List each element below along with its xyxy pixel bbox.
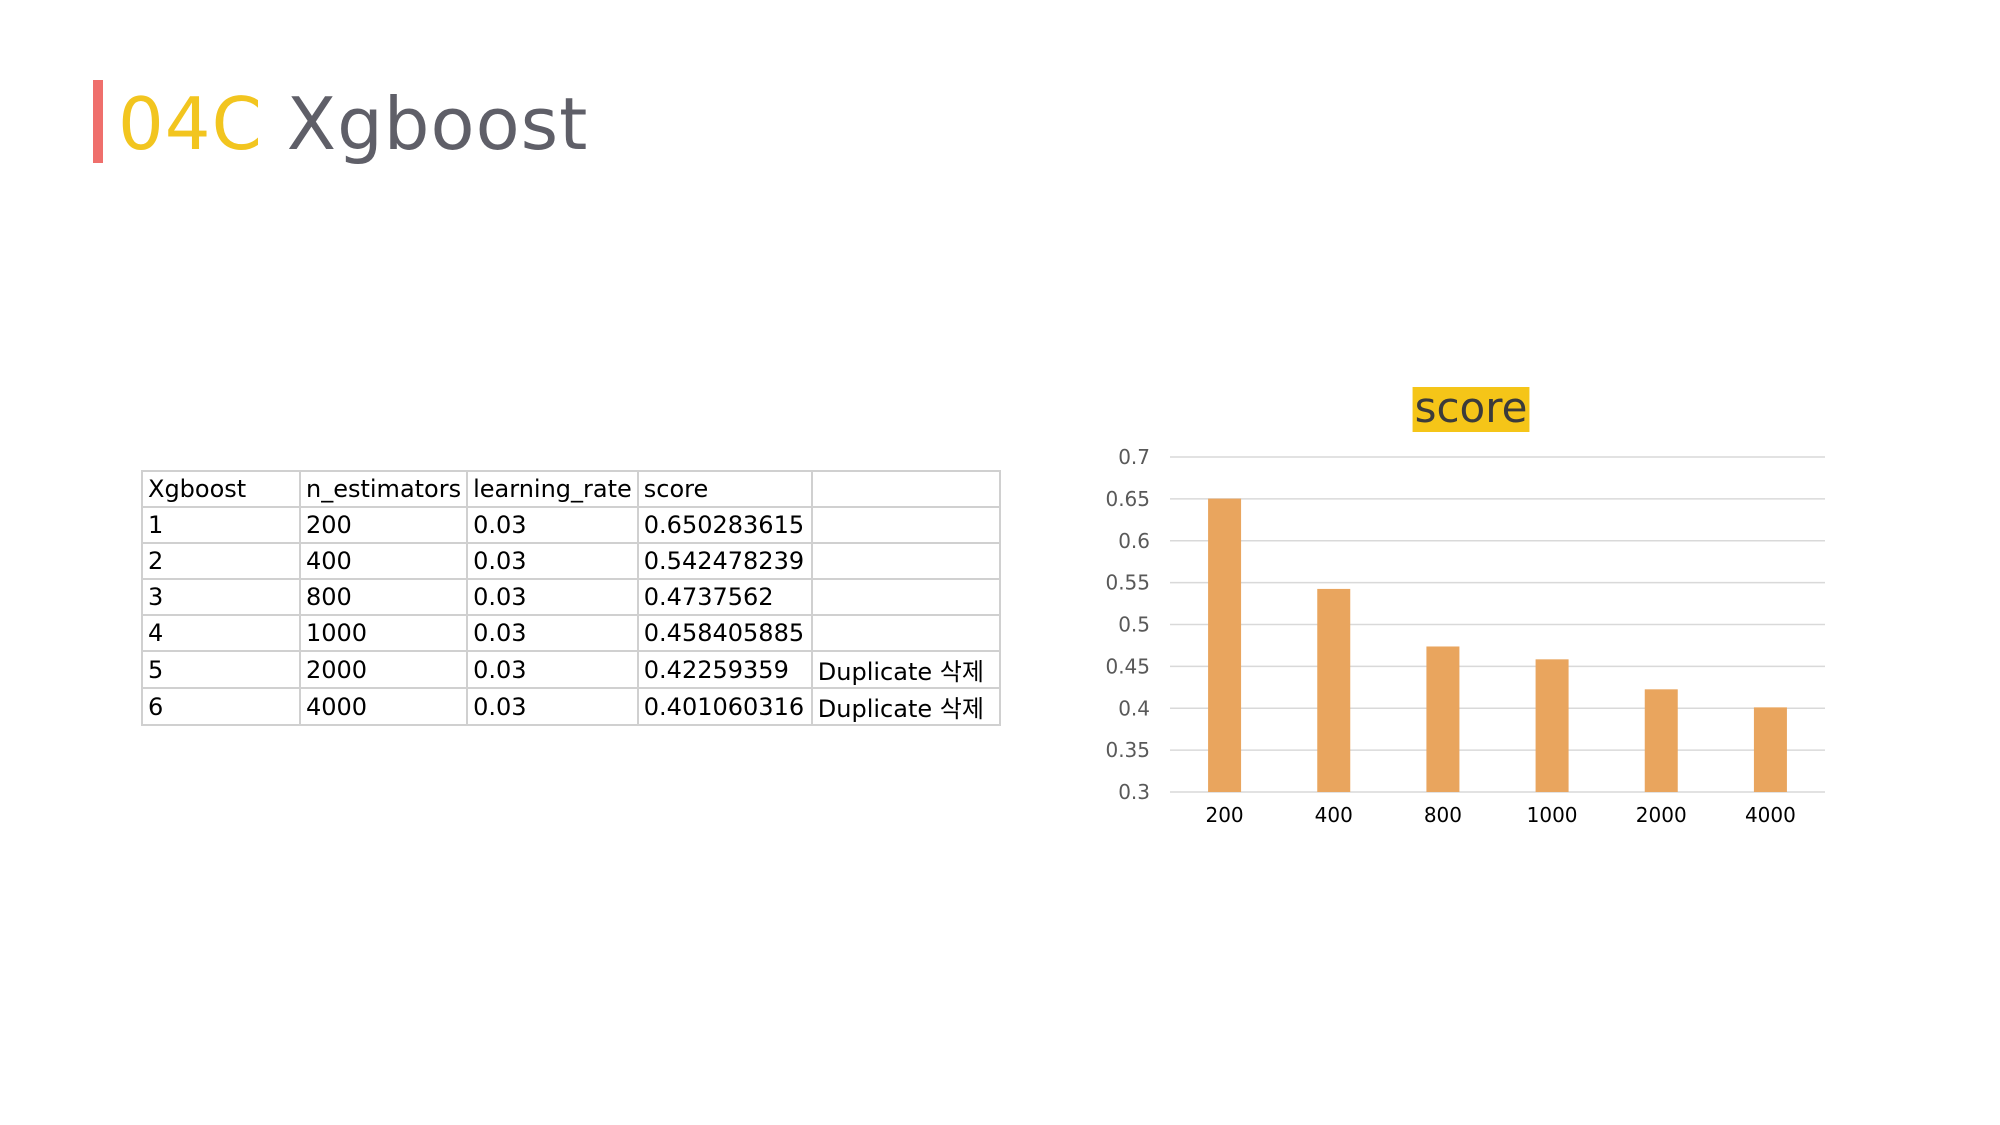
- table-cell: 0.03: [466, 614, 639, 652]
- x-tick-label: 4000: [1745, 803, 1796, 827]
- table-cell: 6: [141, 687, 301, 726]
- table-cell: 0.401060316: [636, 687, 813, 726]
- title-accent-bar: [93, 80, 103, 163]
- table-cell: 0.4737562: [636, 578, 813, 616]
- bar-1000: [1535, 659, 1569, 792]
- table-cell: 0.458405885: [636, 614, 813, 652]
- table-header-row: Xgboost n_estimators learning_rate score: [141, 470, 1001, 508]
- bar-200: [1208, 498, 1242, 792]
- x-tick-label: 2000: [1636, 803, 1687, 827]
- chart-title: score: [1415, 383, 1528, 432]
- y-tick-label: 0.4: [1118, 696, 1150, 720]
- table-cell: 200: [298, 506, 469, 544]
- table-cell: 0.03: [466, 578, 639, 616]
- table-row: 3 800 0.03 0.4737562: [141, 578, 1001, 616]
- table-header-cell: score: [636, 470, 813, 508]
- table-cell: 0.03: [466, 542, 639, 580]
- y-tick-label: 0.55: [1105, 571, 1150, 595]
- table-cell: 3: [141, 578, 301, 616]
- y-tick-label: 0.65: [1105, 487, 1150, 511]
- table-cell: 0.650283615: [636, 506, 813, 544]
- y-tick-label: 0.7: [1118, 445, 1150, 469]
- table-cell: [810, 506, 1001, 544]
- table-cell: 2000: [298, 650, 469, 689]
- x-tick-label: 200: [1205, 803, 1243, 827]
- table-cell: 400: [298, 542, 469, 580]
- table-header-cell: learning_rate: [466, 470, 639, 508]
- table-cell: 1000: [298, 614, 469, 652]
- table-header-cell: n_estimators: [298, 470, 469, 508]
- bar-800: [1426, 646, 1460, 792]
- page-title: 04C Xgboost: [118, 78, 588, 170]
- table-cell: 1: [141, 506, 301, 544]
- table-cell: 0.03: [466, 650, 639, 689]
- y-tick-label: 0.5: [1118, 613, 1150, 637]
- results-table: Xgboost n_estimators learning_rate score 1 20…: [141, 470, 1001, 726]
- title-section-code: 04C: [118, 82, 263, 166]
- table-cell: 0.03: [466, 687, 639, 726]
- bar-400: [1317, 588, 1351, 792]
- title-section-name: Xgboost: [286, 82, 589, 166]
- table-cell: 0.542478239: [636, 542, 813, 580]
- bar-2000: [1644, 689, 1678, 792]
- table-cell: 0.03: [466, 506, 639, 544]
- table-cell: 800: [298, 578, 469, 616]
- table-cell: 2: [141, 542, 301, 580]
- table-cell: 4000: [298, 687, 469, 726]
- table-row: 2 400 0.03 0.542478239: [141, 542, 1001, 580]
- table-row: 5 2000 0.03 0.42259359 Duplicate 삭제: [141, 650, 1001, 689]
- table-row: 1 200 0.03 0.650283615: [141, 506, 1001, 544]
- y-tick-label: 0.3: [1118, 780, 1150, 804]
- table-row: 4 1000 0.03 0.458405885: [141, 614, 1001, 652]
- y-tick-label: 0.45: [1105, 654, 1150, 678]
- table-cell: Duplicate 삭제: [810, 687, 1001, 726]
- table-row: 6 4000 0.03 0.401060316 Duplicate 삭제: [141, 687, 1001, 726]
- table-cell: Duplicate 삭제: [810, 650, 1001, 689]
- x-tick-label: 1000: [1527, 803, 1578, 827]
- table-header-cell: Xgboost: [141, 470, 301, 508]
- y-tick-label: 0.6: [1118, 529, 1150, 553]
- y-tick-label: 0.35: [1105, 738, 1150, 762]
- chart-title-highlight: [1412, 387, 1530, 432]
- table-cell: 4: [141, 614, 301, 652]
- table-header-cell: [810, 470, 1001, 508]
- score-bar-chart: score 0.3 0.35 0.4 0.45 0.5 0.55 0.6 0.65 0.7 200 4…: [1105, 383, 1825, 827]
- x-tick-label: 800: [1424, 803, 1462, 827]
- x-tick-label: 400: [1315, 803, 1353, 827]
- table-cell: [810, 614, 1001, 652]
- table-cell: 5: [141, 650, 301, 689]
- table-cell: [810, 578, 1001, 616]
- table-cell: 0.42259359: [636, 650, 813, 689]
- bar-4000: [1753, 707, 1787, 792]
- table-cell: [810, 542, 1001, 580]
